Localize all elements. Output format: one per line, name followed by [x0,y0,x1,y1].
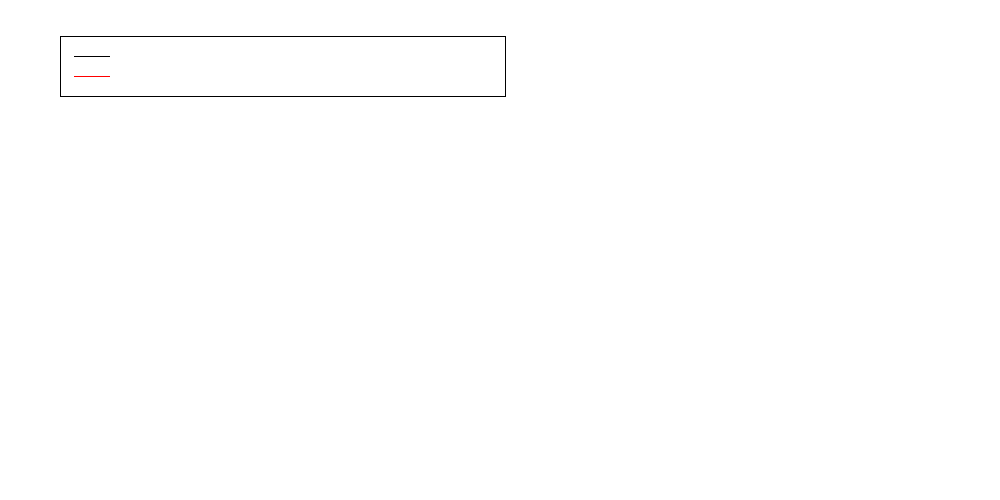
legend [60,36,506,97]
legend-item-permuted [61,56,505,57]
legend-line-sample-red [74,76,110,77]
legend-line-sample-black [74,56,110,57]
legend-item-patient [61,76,505,77]
